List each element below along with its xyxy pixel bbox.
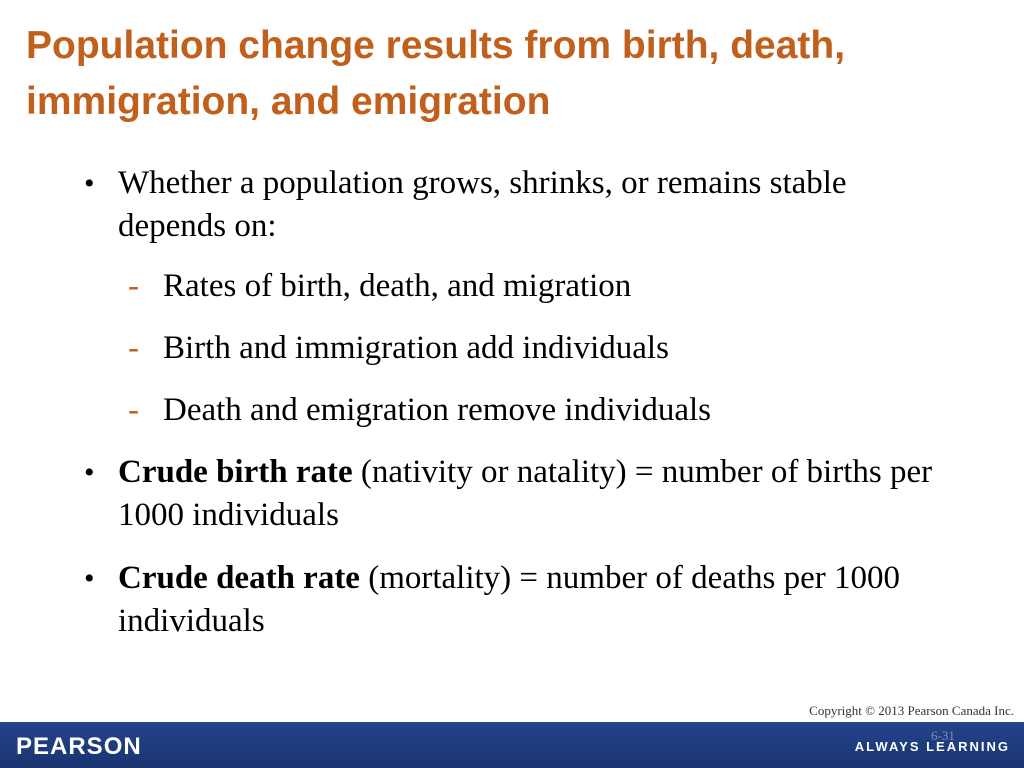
dash-mark: -	[128, 392, 139, 428]
sub-bullet-item: - Birth and immigration add individuals	[128, 327, 948, 370]
bullet-text: Crude birth rate (nativity or natality) …	[118, 451, 940, 537]
copyright-notice: Copyright © 2013 Pearson Canada Inc.	[809, 703, 1014, 718]
sub-bullet-item: - Death and emigration remove individual…	[128, 389, 948, 432]
bullet-mark: •	[84, 456, 95, 489]
bullet-item: • Crude death rate (mortality) = number …	[80, 557, 940, 643]
bullet-text: Whether a population grows, shrinks, or …	[118, 165, 847, 244]
bullet-mark: •	[84, 562, 95, 595]
term-crude-death-rate: Crude death rate	[118, 560, 360, 596]
tagline: ALWAYS LEARNING	[854, 739, 1010, 754]
bullet-item: • Crude birth rate (nativity or natality…	[80, 451, 940, 537]
definition-text: (mortality) = number of deaths per 1000 …	[118, 560, 901, 639]
pearson-logo: PEARSON	[16, 733, 142, 760]
dash-mark: -	[128, 268, 139, 304]
bullet-text: Crude death rate (mortality) = number of…	[118, 557, 940, 643]
sub-bullet-item: - Rates of birth, death, and migration	[128, 265, 948, 308]
sub-bullet-text: Death and emigration remove individuals	[163, 392, 712, 428]
slide-number: 6-31	[931, 728, 955, 743]
bullet-mark: •	[84, 167, 95, 200]
sub-bullet-text: Birth and immigration add individuals	[163, 330, 669, 366]
dash-mark: -	[128, 330, 139, 366]
bullet-item: • Whether a population grows, shrinks, o…	[80, 162, 940, 248]
term-crude-birth-rate: Crude birth rate	[118, 454, 353, 490]
definition-text: (nativity or natality) = number of birth…	[118, 454, 933, 533]
footer-bar: PEARSON 6-31 ALWAYS LEARNING	[0, 722, 1024, 768]
sub-bullet-text: Rates of birth, death, and migration	[163, 268, 632, 304]
slide-title: Population change results from birth, de…	[26, 24, 846, 123]
